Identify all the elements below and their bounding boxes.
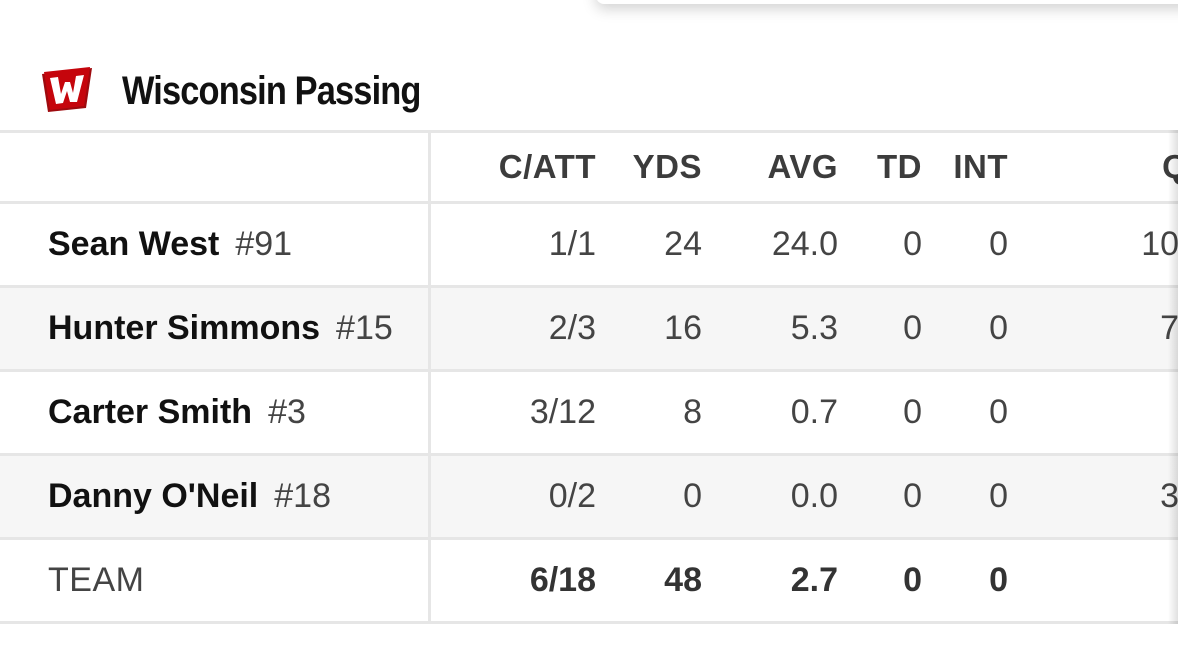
team-label: TEAM xyxy=(48,561,145,599)
cell-td: 0 xyxy=(903,393,922,431)
cell-avg: 0.0 xyxy=(790,477,838,515)
cell-td: 0 xyxy=(903,225,922,263)
team-td: 0 xyxy=(903,561,922,599)
team-cell: TEAM xyxy=(48,540,144,621)
cell-catt: 3/12 xyxy=(529,393,596,431)
cell-avg: 24.0 xyxy=(771,225,838,263)
table-row: Danny O'Neil #18 0/2 0 0.0 0 0 32 xyxy=(0,456,1178,540)
table-row: Sean West #91 1/1 24 24.0 0 0 100 xyxy=(0,204,1178,288)
player-name[interactable]: Danny O'Neil xyxy=(48,477,259,515)
cell-yds: 24 xyxy=(664,225,702,263)
table-header-row: C/ATT YDS AVG TD INT QI xyxy=(0,130,1178,204)
player-cell[interactable]: Hunter Simmons #15 xyxy=(48,288,393,369)
player-name[interactable]: Carter Smith xyxy=(48,393,253,431)
column-divider xyxy=(428,130,431,624)
player-cell[interactable]: Sean West #91 xyxy=(48,204,292,285)
col-header-td[interactable]: TD xyxy=(877,148,922,185)
col-header-avg[interactable]: AVG xyxy=(767,148,838,185)
player-cell[interactable]: Danny O'Neil #18 xyxy=(48,456,331,537)
player-name[interactable]: Sean West xyxy=(48,225,220,263)
player-number: #91 xyxy=(235,225,293,263)
cell-qbr: 32 xyxy=(1008,456,1178,537)
top-card-shadow xyxy=(596,0,1178,4)
cell-catt: 1/1 xyxy=(548,225,596,263)
cell-td: 0 xyxy=(903,309,922,347)
table-row: Hunter Simmons #15 2/3 16 5.3 0 0 75 xyxy=(0,288,1178,372)
wisconsin-logo-icon xyxy=(38,64,96,116)
cell-avg: 0.7 xyxy=(790,393,838,431)
cell-int: 0 xyxy=(989,477,1008,515)
cell-td: 0 xyxy=(903,477,922,515)
player-number: #3 xyxy=(268,393,306,431)
cell-catt: 0/2 xyxy=(548,477,596,515)
cell-qbr: 75 xyxy=(1008,288,1178,369)
team-catt: 6/18 xyxy=(529,561,596,599)
cell-int: 0 xyxy=(989,309,1008,347)
cell-yds: 0 xyxy=(683,477,702,515)
cell-avg: 5.3 xyxy=(790,309,838,347)
player-number: #18 xyxy=(274,477,331,515)
player-number: #15 xyxy=(336,309,393,347)
team-yds: 48 xyxy=(664,561,702,599)
scroll-edge-shadow xyxy=(1168,130,1178,624)
cell-int: 0 xyxy=(989,393,1008,431)
col-header-yds[interactable]: YDS xyxy=(632,148,702,185)
team-avg: 2.7 xyxy=(790,561,838,599)
player-name[interactable]: Hunter Simmons xyxy=(48,309,321,347)
cell-catt: 2/3 xyxy=(548,309,596,347)
section-header: Wisconsin Passing xyxy=(0,52,1178,130)
cell-yds: 8 xyxy=(683,393,702,431)
cell-yds: 16 xyxy=(664,309,702,347)
passing-table: C/ATT YDS AVG TD INT QI Sean West #91 1/… xyxy=(0,130,1178,624)
col-header-qbr[interactable]: QI xyxy=(1008,133,1178,201)
col-header-int[interactable]: INT xyxy=(953,148,1008,185)
cell-int: 0 xyxy=(989,225,1008,263)
col-header-catt[interactable]: C/ATT xyxy=(498,148,596,185)
cell-qbr: 1 xyxy=(1008,372,1178,453)
player-cell[interactable]: Carter Smith #3 xyxy=(48,372,306,453)
team-int: 0 xyxy=(989,561,1008,599)
table-row: Carter Smith #3 3/12 8 0.7 0 0 1 xyxy=(0,372,1178,456)
cell-qbr: 100 xyxy=(1141,225,1178,263)
team-total-row: TEAM 6/18 48 2.7 0 0 xyxy=(0,540,1178,624)
page-title: Wisconsin Passing xyxy=(122,69,421,113)
